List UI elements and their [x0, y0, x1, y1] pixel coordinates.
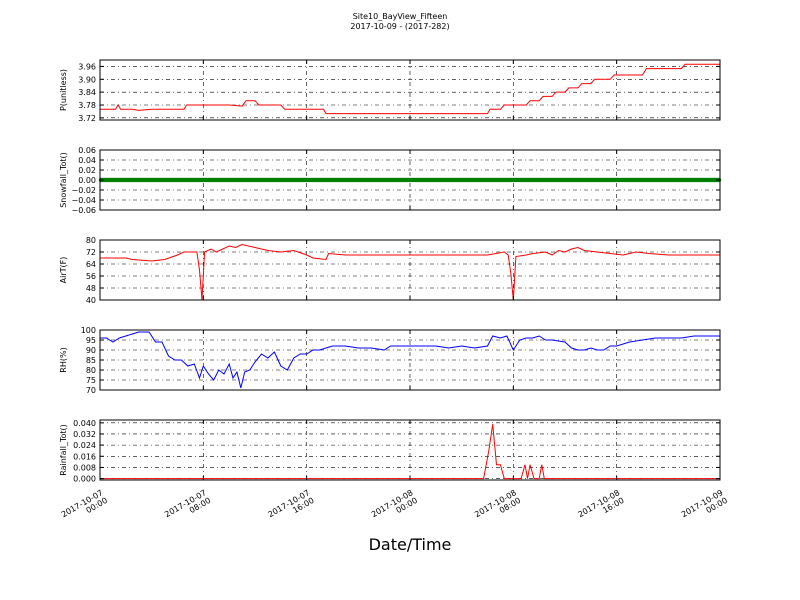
- x-tick-label: 2017-10-0716:00: [266, 488, 315, 527]
- x-tick-label: 2017-10-0808:00: [473, 488, 522, 527]
- panel-1: 0.060.040.020.00−0.02−0.04−0.06Snowfall_…: [59, 146, 722, 215]
- panel-4: 0.040 0.032 0.024 0.016 0.008 0.000 Rainfall_T…: [59, 419, 721, 484]
- y-tick-label: 95: [86, 336, 96, 345]
- y-tick-label: 75: [86, 376, 96, 385]
- panel-2: 80 72 64 56 48 40 AirT(F): [59, 236, 721, 305]
- series-line-2: [100, 243, 720, 301]
- y-tick-label: 0.008: [73, 463, 96, 472]
- y-tick-label: 3.96: [78, 62, 96, 71]
- y-tick-label: 72: [86, 248, 96, 257]
- y-axis-label: Rainfall_Tot(): [59, 424, 68, 476]
- y-tick-label: 0.032: [73, 430, 96, 439]
- y-tick-label: 0.06: [78, 146, 96, 155]
- series-line-3: [100, 331, 720, 389]
- x-tick-labels: 2017-10-0700:00 2017-10-0708:00 2017-10-07…: [60, 488, 729, 527]
- y-tick-label: 3.90: [78, 75, 96, 84]
- y-tick-label: 80: [86, 366, 96, 375]
- y-tick-label: 48: [86, 284, 96, 293]
- y-tick-label: 64: [86, 260, 96, 269]
- y-axis-label: P(unitless): [59, 69, 68, 111]
- y-tick-label: 90: [86, 346, 96, 355]
- y-tick-label: −0.04: [71, 196, 96, 205]
- y-tick-label: 70: [86, 386, 96, 395]
- y-tick-label: 0.000: [73, 475, 96, 484]
- y-tick-label: 0.024: [73, 441, 96, 450]
- chart-title: Site10_BayView_Fifteen: [353, 12, 448, 21]
- y-tick-label: 3.84: [78, 88, 96, 97]
- y-axis-label: Snowfall_Tot(): [59, 152, 68, 208]
- x-tick-label: 2017-10-0700:00: [60, 488, 109, 527]
- y-tick-label: 0.02: [78, 166, 96, 175]
- y-tick-label: 3.72: [78, 114, 96, 123]
- y-tick-label: 0.040: [73, 419, 96, 428]
- series-line-0: [100, 63, 720, 115]
- y-axis-label: AirT(F): [59, 257, 68, 284]
- y-tick-label: 3.78: [78, 101, 96, 110]
- y-tick-label: 0.04: [78, 156, 96, 165]
- y-tick-label: −0.06: [71, 206, 96, 215]
- y-tick-label: 0.016: [73, 452, 96, 461]
- chart-subtitle: 2017-10-09 - (2017-282): [350, 22, 449, 31]
- panel-0: 3.72 3.78 3.84 3.90 3.96 P(unitless): [59, 59, 721, 123]
- x-axis-label: Date/Time: [369, 535, 452, 554]
- y-tick-label: 56: [86, 272, 96, 281]
- y-tick-label: −0.02: [71, 186, 96, 195]
- x-tick-label: 2017-10-0816:00: [576, 488, 625, 527]
- panels: 3.723.783.843.903.96P(unitless)0.060.040…: [59, 59, 722, 484]
- series-line-4: [100, 424, 720, 480]
- y-axis-label: RH(%): [59, 347, 68, 372]
- y-tick-label: 40: [86, 296, 96, 305]
- x-tick-label: 2017-10-0900:00: [680, 488, 729, 527]
- x-tick-label: 2017-10-0708:00: [163, 488, 212, 527]
- y-tick-label: 100: [81, 326, 96, 335]
- y-tick-label: 0.00: [78, 176, 96, 185]
- x-tick-label: 2017-10-0800:00: [370, 488, 419, 527]
- y-tick-label: 85: [86, 356, 96, 365]
- y-tick-label: 80: [86, 236, 96, 245]
